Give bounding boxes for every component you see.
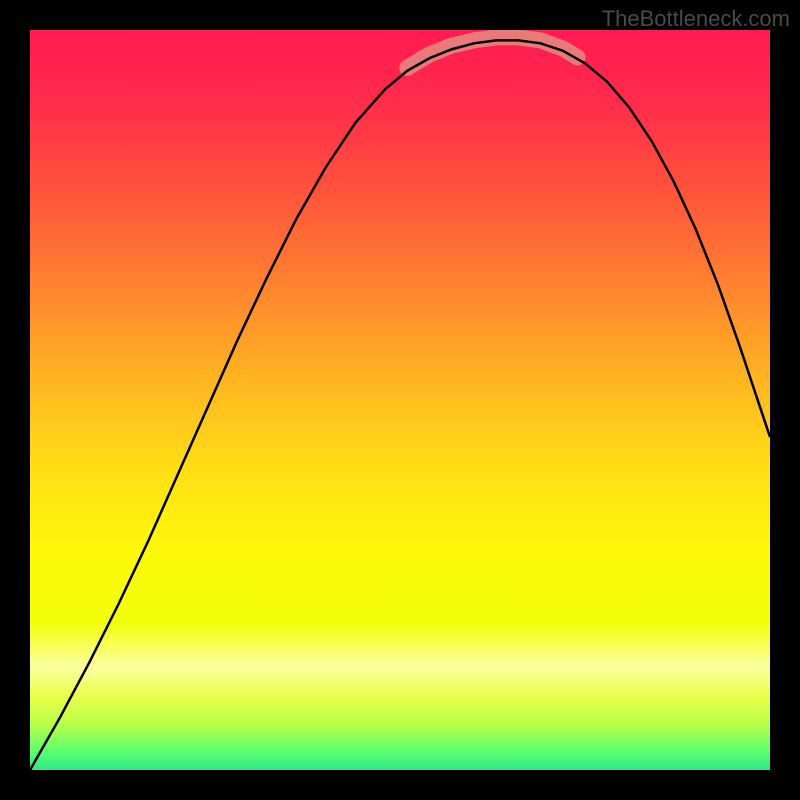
curve-layer (30, 30, 770, 770)
plot-area (30, 30, 770, 770)
watermark-text: TheBottleneck.com (602, 6, 790, 32)
bottleneck-curve (30, 40, 770, 770)
